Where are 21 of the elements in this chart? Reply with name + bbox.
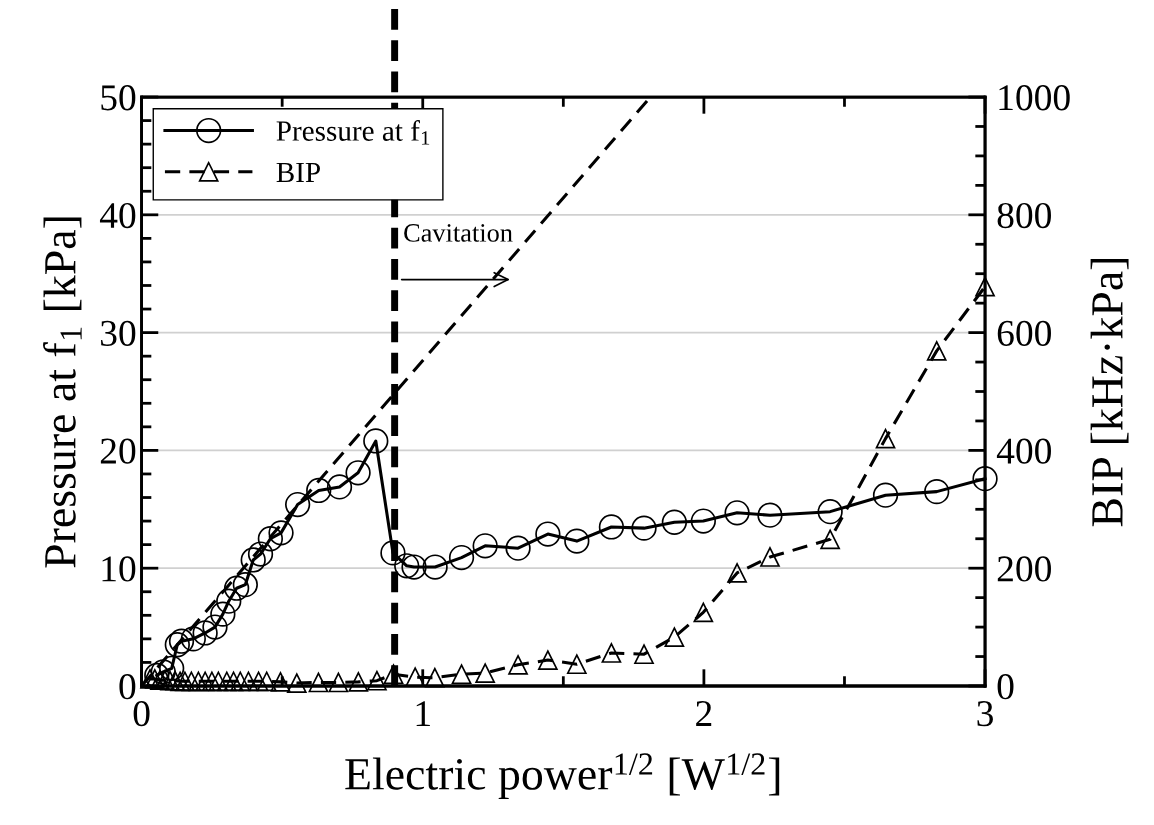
- x-tick-label: 1: [416, 701, 430, 726]
- x-axis-title: Electric power$^{1/2}$ [W$^{1/2}$]: [345, 753, 780, 800]
- y2-tick-label: 800: [997, 202, 1051, 229]
- y-tick-label: 0: [119, 674, 136, 700]
- legend-label: BIP: [276, 162, 320, 183]
- legend-label: Pressure at f$_{1}$: [276, 120, 430, 145]
- y2-tick-label: 0: [997, 674, 1014, 700]
- y-tick-label: 50: [101, 85, 136, 111]
- y-axis-title: Pressure at f$_{1}$ [kPa]: [43, 217, 82, 568]
- y2-tick-label: 600: [997, 320, 1051, 346]
- y2-tick-label: 400: [996, 438, 1051, 464]
- y2-tick-label: 1000: [999, 85, 1070, 111]
- y-tick-label: 30: [101, 320, 136, 346]
- annotation: Cavitation: [404, 224, 513, 242]
- y2-axis-title: BIP [kHz·kPa]: [1090, 258, 1129, 527]
- x-tick-label: 2: [696, 701, 712, 726]
- x-tick-label: 3: [977, 701, 993, 727]
- y-tick-label: 20: [100, 438, 136, 464]
- y-tick-label: 10: [102, 556, 136, 582]
- y-tick-label: 40: [99, 202, 136, 229]
- y2-tick-label: 200: [997, 556, 1051, 582]
